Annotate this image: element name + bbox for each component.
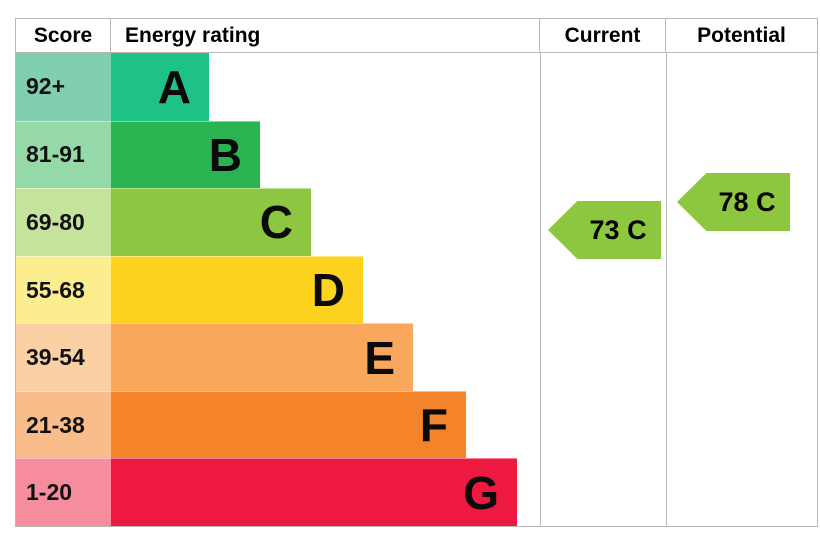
score-range-c: 69-80 [16,188,111,256]
potential-rating-label: 78 C [718,186,776,217]
band-bar-b: B [111,120,260,189]
bands-area: 92+ A 81-91 B 69-80 C 55-68 D 39-54 E 21-38 F 1-20 G [16,53,817,527]
band-row-b: 81-91 B [16,120,817,189]
band-bar-g: G [111,458,517,527]
rating-table: Score Energy rating Current Potential 92… [15,18,818,527]
potential-rating-arrow: 78 C [677,173,790,231]
header-score: Score [16,19,111,52]
header-current: Current [539,19,665,52]
band-bar-d: D [111,255,363,324]
band-bar-e: E [111,323,413,391]
score-range-d: 55-68 [16,255,111,324]
band-row-d: 55-68 D [16,255,817,324]
band-row-a: 92+ A [16,53,817,121]
header-energy-rating: Energy rating [125,23,261,47]
header-potential: Potential [665,19,817,52]
band-row-g: 1-20 G [16,458,817,527]
current-rating-arrow: 73 C [548,201,661,259]
score-range-g: 1-20 [16,458,111,527]
score-range-f: 21-38 [16,390,111,459]
score-range-a: 92+ [16,53,111,121]
score-range-e: 39-54 [16,323,111,391]
current-column: 73 C [540,53,666,526]
band-row-f: 21-38 F [16,390,817,459]
potential-column: 78 C [666,53,819,526]
score-range-b: 81-91 [16,120,111,189]
band-bar-a: A [111,53,209,121]
band-row-c: 69-80 C [16,188,817,256]
band-bar-f: F [111,390,466,459]
current-rating-label: 73 C [589,214,647,245]
band-row-e: 39-54 E [16,323,817,391]
table-header: Score Energy rating Current Potential [16,19,817,53]
band-bar-c: C [111,188,311,256]
